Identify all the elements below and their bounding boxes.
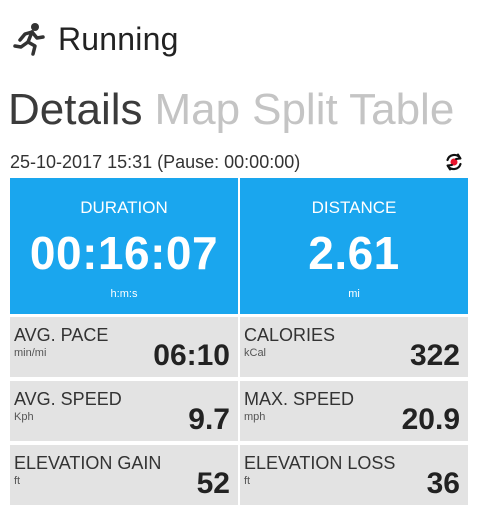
stat-label: ELEVATION LOSS: [244, 453, 396, 473]
distance-label: DISTANCE: [311, 198, 397, 217]
stat-unit: mph: [244, 411, 266, 423]
runner-icon: [10, 20, 48, 58]
stat-value: 52: [196, 467, 230, 500]
stat-value: 06:10: [153, 339, 230, 372]
session-info: 25-10-2017 15:31 (Pause: 00:00:00): [10, 150, 465, 174]
max-speed-tile: MAX. SPEED mph 20.9: [240, 381, 468, 441]
tab-map[interactable]: Map: [154, 85, 241, 134]
stat-value: 9.7: [188, 403, 230, 436]
sync-icon[interactable]: [443, 151, 465, 173]
stat-label: AVG. SPEED: [14, 389, 122, 409]
stat-unit: ft: [14, 475, 21, 487]
stat-label: AVG. PACE: [14, 325, 109, 345]
pivot-tabs: Details Map Split Table: [8, 82, 454, 138]
stat-unit: min/mi: [14, 347, 47, 359]
distance-tile: DISTANCE 2.61 mi: [240, 178, 468, 314]
stat-unit: Kph: [14, 411, 34, 423]
tab-split-table[interactable]: Split Table: [252, 85, 455, 134]
stat-label: CALORIES: [244, 325, 336, 345]
app-title: Running: [58, 20, 179, 57]
elevation-gain-tile: ELEVATION GAIN ft 52: [10, 445, 238, 505]
session-datetime: 25-10-2017 15:31 (Pause: 00:00:00): [10, 151, 301, 172]
duration-value: 00:16:07: [29, 227, 219, 279]
duration-tile: DURATION 00:16:07 h:m:s: [10, 178, 238, 314]
app-header: Running: [10, 16, 179, 62]
stat-value: 322: [409, 339, 460, 372]
stat-value: 20.9: [401, 403, 460, 436]
tab-details[interactable]: Details: [8, 85, 143, 134]
stat-unit: ft: [244, 475, 251, 487]
avg-pace-tile: AVG. PACE min/mi 06:10: [10, 317, 238, 377]
avg-speed-tile: AVG. SPEED Kph 9.7: [10, 381, 238, 441]
stat-value: 36: [426, 467, 460, 500]
distance-unit: mi: [348, 288, 360, 300]
calories-tile: CALORIES kCal 322: [240, 317, 468, 377]
stat-label: MAX. SPEED: [244, 389, 355, 409]
distance-value: 2.61: [308, 227, 400, 279]
duration-unit: h:m:s: [110, 288, 138, 300]
stat-label: ELEVATION GAIN: [14, 453, 162, 473]
duration-label: DURATION: [80, 198, 168, 217]
elevation-loss-tile: ELEVATION LOSS ft 36: [240, 445, 468, 505]
stat-unit: kCal: [244, 347, 267, 359]
